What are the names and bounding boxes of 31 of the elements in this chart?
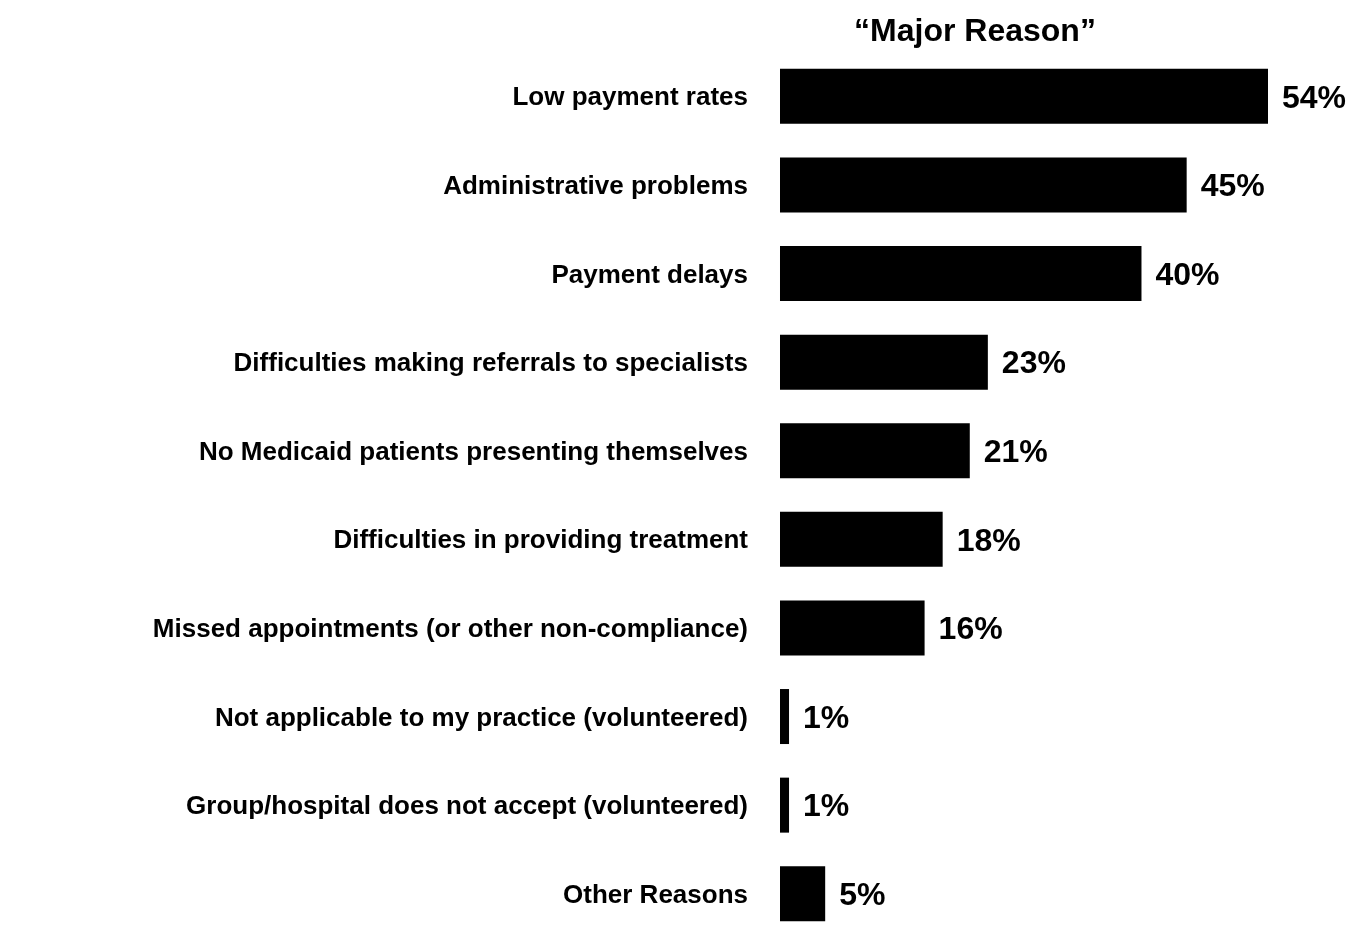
data-label: 40% xyxy=(1155,255,1220,292)
data-label: 16% xyxy=(938,610,1003,647)
bar xyxy=(780,600,925,656)
y-tick-label: No Medicaid patients presenting themselves xyxy=(198,435,748,466)
y-tick-label: Missed appointments (or other non-compliance) xyxy=(152,612,748,643)
y-tick-label: Group/hospital does not accept (volunteered) xyxy=(186,790,748,821)
bar xyxy=(780,157,1187,213)
y-tick-label: Other Reasons xyxy=(563,878,748,909)
data-label: 1% xyxy=(803,787,850,824)
y-tick-label: Administrative problems xyxy=(443,169,748,200)
bar xyxy=(780,866,826,922)
data-label: 21% xyxy=(983,433,1048,470)
bar xyxy=(780,777,790,833)
y-tick-label: Payment delays xyxy=(551,258,748,289)
data-label: 18% xyxy=(956,521,1021,558)
bar xyxy=(780,423,970,479)
y-tick-label: Not applicable to my practice (volunteered) xyxy=(214,701,748,732)
bar xyxy=(780,68,1268,124)
data-label: 45% xyxy=(1200,167,1265,204)
data-label: 54% xyxy=(1282,78,1347,115)
bar xyxy=(780,246,1142,302)
bar xyxy=(780,334,988,390)
chart-title: “Major Reason” xyxy=(853,12,1097,49)
bar xyxy=(780,689,790,745)
data-label: 5% xyxy=(839,876,886,913)
y-tick-label: Difficulties in providing treatment xyxy=(333,524,749,555)
bar xyxy=(780,511,943,567)
data-label: 23% xyxy=(1001,344,1066,381)
data-label: 1% xyxy=(803,698,850,735)
y-tick-label: Difficulties making referrals to specialists xyxy=(233,347,748,378)
y-tick-label: Low payment rates xyxy=(512,81,748,112)
